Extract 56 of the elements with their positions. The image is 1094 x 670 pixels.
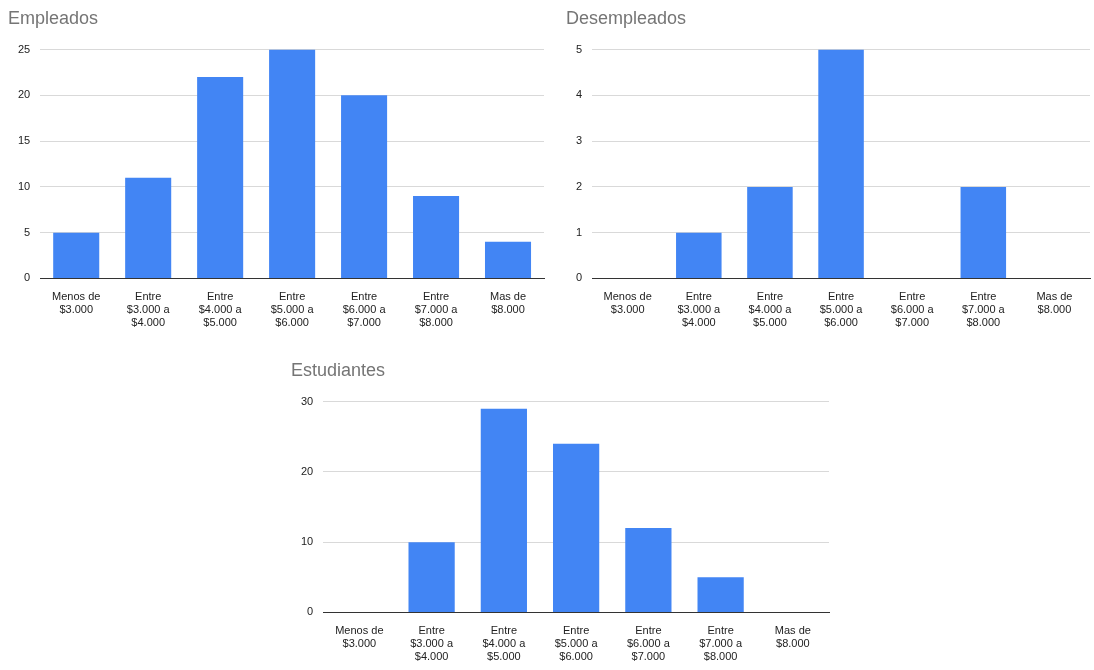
bar — [960, 186, 1007, 278]
x-tick-label: Entre $3.000 a $4.000 — [410, 624, 454, 663]
x-tick-label: Mas de $8.000 — [1036, 290, 1073, 316]
y-tick-label: 0 — [24, 271, 31, 284]
x-tick-label: Entre $4.000 a $5.000 — [748, 290, 793, 329]
x-tick-label: Entre $5.000 a $6.000 — [270, 290, 315, 329]
x-tick-label: Entre $7.000 a $8.000 — [414, 290, 459, 329]
x-tick-label: Mas de $8.000 — [774, 624, 811, 650]
y-tick-label: 25 — [17, 42, 31, 55]
bar — [197, 77, 244, 278]
y-tick-label: 30 — [300, 394, 314, 407]
bar — [341, 95, 388, 278]
y-tick-label: 20 — [300, 464, 314, 477]
bar — [480, 408, 527, 612]
bar — [697, 577, 744, 612]
bar — [125, 177, 172, 278]
x-tick-label: Menos de $3.000 — [603, 290, 652, 316]
x-tick-label: Entre $4.000 a $5.000 — [198, 290, 243, 329]
bar — [625, 528, 672, 612]
bar — [676, 232, 722, 278]
x-tick-label: Entre $6.000 a $7.000 — [626, 624, 671, 663]
x-tick-label: Entre $7.000 a $8.000 — [699, 624, 743, 663]
chart-title: Desempleados — [566, 7, 687, 28]
x-tick-label: Entre $5.000 a $6.000 — [554, 624, 599, 663]
y-tick-label: 1 — [575, 225, 583, 238]
chart-title: Empleados — [8, 7, 99, 28]
y-tick-label: 5 — [575, 42, 583, 55]
bar — [408, 542, 455, 612]
x-tick-label: Entre $3.000 a $4.000 — [126, 290, 171, 329]
y-tick-label: 0 — [307, 605, 314, 618]
bar — [484, 241, 532, 278]
chart-title: Estudiantes — [291, 359, 386, 380]
y-tick-label: 0 — [575, 271, 583, 284]
y-tick-label: 10 — [300, 535, 314, 548]
x-tick-label: Entre $5.000 a $6.000 — [819, 290, 864, 329]
bar — [747, 186, 793, 278]
y-tick-label: 20 — [17, 88, 31, 101]
y-tick-label: 3 — [575, 134, 583, 147]
bar — [413, 196, 460, 278]
x-tick-label: Menos de $3.000 — [335, 624, 384, 650]
x-tick-label: Menos de $3.000 — [52, 290, 101, 316]
x-tick-label: Entre $6.000 a $7.000 — [342, 290, 387, 329]
x-tick-label: Entre $6.000 a $7.000 — [890, 290, 935, 329]
x-tick-label: Entre $4.000 a $5.000 — [482, 624, 527, 663]
y-tick-label: 5 — [24, 225, 31, 238]
bar — [818, 49, 864, 278]
y-tick-label: 2 — [575, 179, 583, 192]
y-tick-label: 4 — [575, 88, 583, 101]
y-tick-label: 10 — [17, 179, 31, 192]
y-tick-label: 15 — [17, 134, 31, 147]
bar — [269, 49, 316, 278]
x-tick-label: Entre $7.000 a $8.000 — [961, 290, 1006, 329]
bar — [553, 443, 600, 612]
x-tick-label: Entre $3.000 a $4.000 — [677, 290, 722, 329]
bar — [53, 232, 100, 278]
x-tick-label: Mas de $8.000 — [489, 290, 527, 316]
